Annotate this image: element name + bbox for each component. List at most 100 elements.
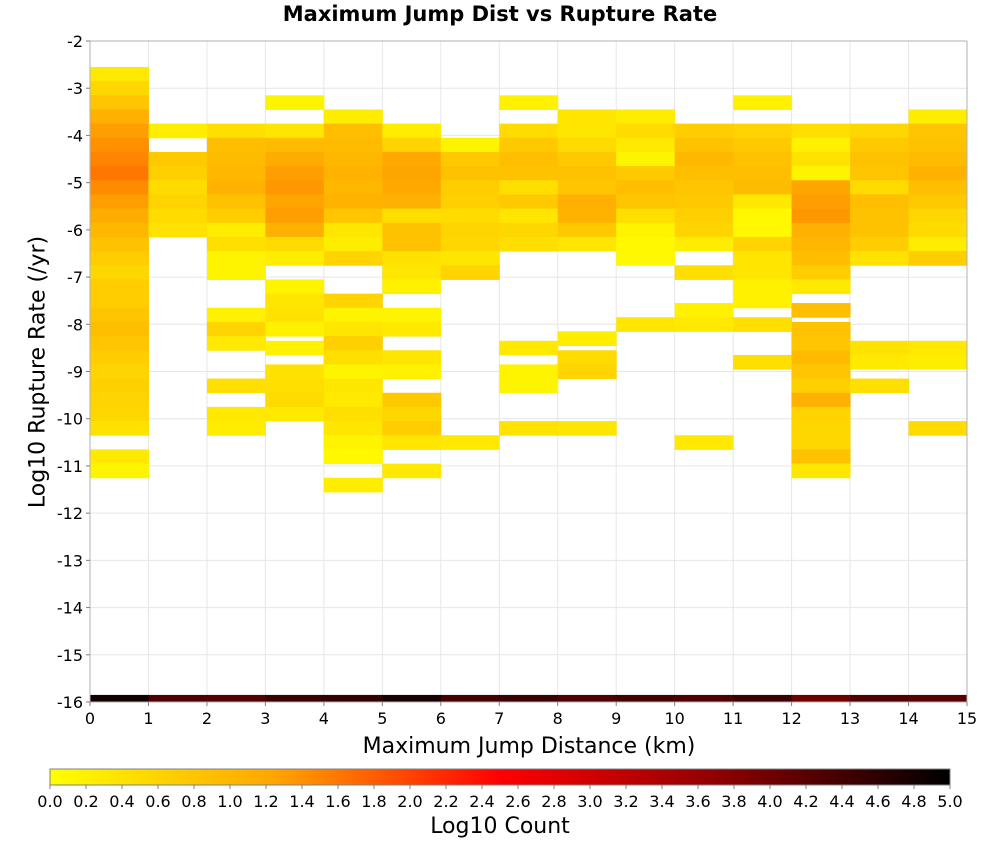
heatmap-cell	[616, 251, 676, 266]
heatmap-cell	[733, 151, 793, 167]
heatmap-cell	[206, 321, 266, 337]
heatmap-cell-bottom	[90, 694, 149, 702]
heatmap-cell	[440, 236, 500, 252]
x-tick-label: 9	[611, 709, 621, 728]
heatmap-cell	[323, 180, 383, 195]
x-tick-label: 10	[664, 709, 684, 728]
heatmap-cell	[616, 317, 676, 332]
heatmap-cell	[206, 378, 266, 394]
heatmap-cell	[791, 123, 851, 139]
heatmap-cell-bottom	[908, 694, 968, 702]
heatmap-cell	[265, 321, 325, 337]
heatmap-cell	[791, 435, 851, 450]
colorbar-tick-label: 5.0	[937, 792, 962, 811]
heatmap-cell	[323, 406, 383, 422]
heatmap-cell	[90, 194, 149, 210]
heatmap-cell	[265, 95, 325, 110]
colorbar-tick-label: 2.2	[433, 792, 458, 811]
heatmap-cell	[791, 449, 851, 465]
heatmap-cell	[382, 307, 442, 323]
heatmap-cell	[791, 378, 851, 394]
heatmap-cell	[791, 222, 851, 238]
heatmap-cell	[733, 251, 793, 266]
heatmap-cell	[90, 364, 149, 380]
heatmap-cell	[90, 66, 149, 82]
heatmap-cell	[674, 435, 734, 450]
heatmap-cell	[206, 421, 266, 436]
heatmap-cell	[733, 180, 793, 195]
heatmap-cell	[90, 81, 149, 96]
colorbar-tick-label: 0.8	[181, 792, 206, 811]
heatmap-cell	[791, 463, 851, 479]
heatmap-cell	[323, 364, 383, 380]
heatmap-cell	[90, 421, 149, 436]
heatmap-cell	[791, 180, 851, 195]
colorbar: 0.0 0.2 0.4 0.6 0.8 1.0 1.2 1.4 1.6 1.8 2.0 2.2 2.4 2…	[37, 768, 963, 811]
heatmap-cell	[206, 251, 266, 266]
heatmap-cell	[265, 236, 325, 252]
x-axis-label: Maximum Jump Distance (km)	[362, 734, 696, 759]
heatmap-cell	[908, 421, 968, 436]
heatmap-cell	[791, 364, 851, 380]
x-tick-label: 13	[840, 709, 860, 728]
heatmap-cell	[382, 151, 442, 167]
heatmap-cell	[382, 392, 442, 408]
heatmap-cell	[148, 194, 208, 210]
heatmap-cell	[674, 123, 734, 139]
heatmap-cell	[733, 194, 793, 210]
colorbar-label: Log10 Count	[430, 814, 570, 839]
heatmap-cell	[323, 392, 383, 408]
colorbar-tick-label: 4.8	[901, 792, 926, 811]
heatmap-cell	[440, 208, 500, 224]
heatmap-cell	[674, 208, 734, 224]
heatmap-cell	[90, 449, 149, 465]
colorbar-tick-label: 3.8	[721, 792, 746, 811]
heatmap-cells	[90, 66, 968, 702]
heatmap-cell	[323, 166, 383, 181]
colorbar-tick-label: 3.6	[685, 792, 710, 811]
heatmap-cell	[90, 151, 149, 167]
heatmap-cell	[90, 463, 149, 479]
heatmap-cell	[733, 222, 793, 238]
y-tick-label: -13	[57, 551, 83, 570]
x-tick-label: 4	[319, 709, 329, 728]
heatmap-cell	[323, 236, 383, 252]
heatmap-cell	[733, 317, 793, 332]
heatmap-cell	[265, 194, 325, 210]
heatmap-cell	[557, 350, 617, 365]
heatmap-cell	[557, 222, 617, 238]
heatmap-cell	[323, 449, 383, 465]
heatmap-cell	[90, 222, 149, 238]
x-tick-label: 11	[723, 709, 743, 728]
heatmap-cell	[850, 194, 910, 210]
heatmap-cell	[791, 303, 851, 318]
colorbar-tick-label: 3.0	[577, 792, 602, 811]
heatmap-cell	[557, 151, 617, 167]
colorbar-tick-label: 1.4	[289, 792, 314, 811]
heatmap-cell	[908, 340, 968, 356]
colorbar-tick-label: 4.2	[793, 792, 818, 811]
y-tick-label: -11	[57, 457, 83, 476]
heatmap-cell	[323, 123, 383, 139]
heatmap-cell	[382, 180, 442, 195]
heatmap-cell-bottom	[323, 694, 383, 702]
heatmap-cell	[206, 307, 266, 323]
heatmap-cell	[323, 321, 383, 337]
heatmap-cell	[90, 166, 149, 181]
heatmap-cell	[850, 340, 910, 356]
heatmap-cell	[791, 321, 851, 337]
heatmap-cell	[323, 435, 383, 450]
heatmap-cell	[148, 123, 208, 139]
heatmap-cell	[791, 350, 851, 365]
heatmap-cell	[440, 180, 500, 195]
heatmap-cell	[265, 180, 325, 195]
heatmap-cell	[382, 123, 442, 139]
heatmap-cell	[90, 392, 149, 408]
heatmap-cell	[90, 236, 149, 252]
heatmap-cell	[791, 208, 851, 224]
heatmap-cell	[90, 378, 149, 394]
colorbar-tick-label: 0.0	[37, 792, 62, 811]
heatmap-cell	[265, 392, 325, 408]
colorbar-tick-label: 1.2	[253, 792, 278, 811]
colorbar-tick-label: 1.0	[217, 792, 242, 811]
